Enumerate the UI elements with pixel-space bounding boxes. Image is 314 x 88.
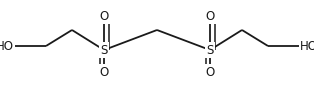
Text: HO: HO [300, 40, 314, 53]
Text: O: O [99, 10, 109, 23]
Text: S: S [206, 43, 214, 56]
Text: O: O [205, 10, 215, 23]
Text: O: O [205, 65, 215, 78]
Text: S: S [100, 43, 108, 56]
Text: HO: HO [0, 40, 14, 53]
Text: O: O [99, 65, 109, 78]
